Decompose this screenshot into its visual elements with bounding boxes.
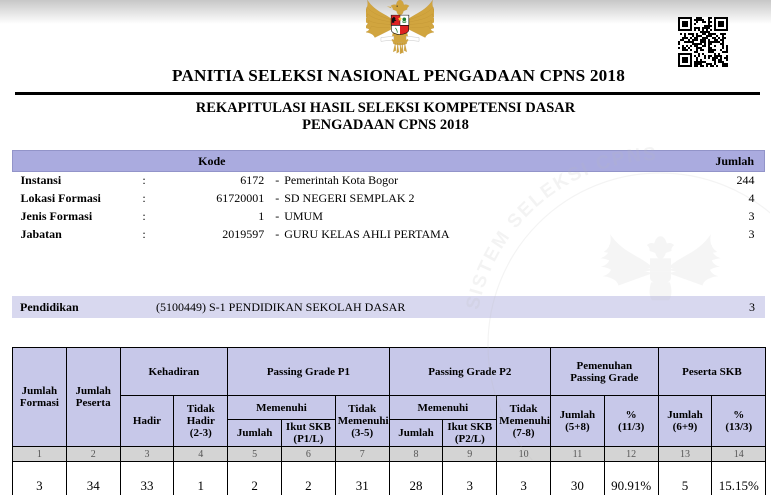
svg-text:SISTEM SELEKSI CPNS: SISTEM SELEKSI CPNS [463,144,659,312]
